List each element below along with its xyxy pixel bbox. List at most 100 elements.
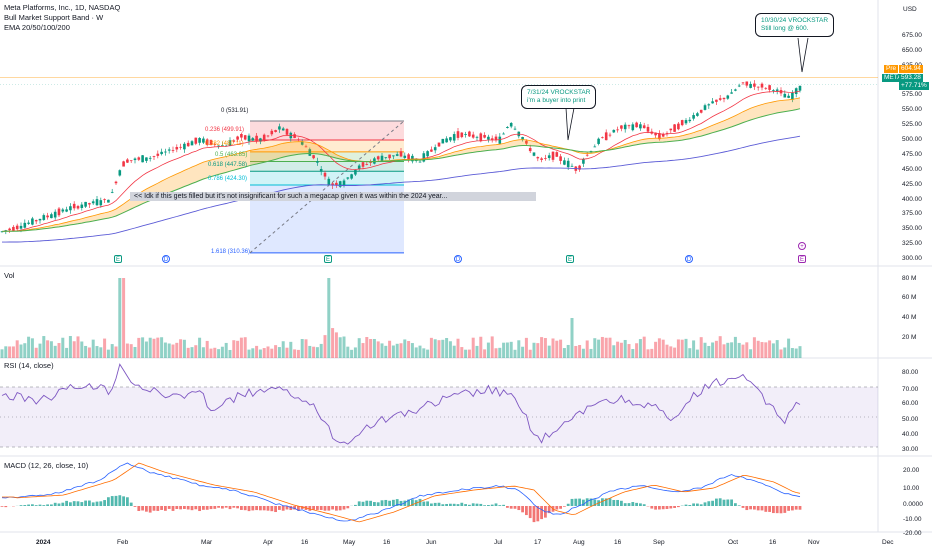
volume-bar bbox=[475, 345, 479, 358]
macd-histogram-bar bbox=[110, 496, 114, 506]
macd-histogram-bar bbox=[224, 506, 228, 508]
macd-histogram-bar bbox=[380, 500, 384, 506]
price-axis-label: 575.00 bbox=[902, 91, 922, 99]
macd-histogram-bar bbox=[707, 501, 711, 506]
rsi-pane-title[interactable]: RSI (14, close) bbox=[4, 361, 54, 370]
macd-histogram-bar bbox=[635, 502, 638, 506]
volume-bar bbox=[707, 345, 711, 358]
macd-histogram-bar bbox=[582, 499, 585, 506]
macd-histogram-bar bbox=[730, 499, 733, 506]
volume-bar bbox=[11, 346, 15, 358]
macd-histogram-bar bbox=[570, 498, 574, 506]
macd-histogram-bar bbox=[316, 506, 319, 510]
macd-pane-title[interactable]: MACD (12, 26, close, 10) bbox=[4, 461, 89, 470]
volume-bar bbox=[137, 337, 141, 358]
candle-body bbox=[183, 143, 186, 150]
candle-body bbox=[319, 169, 323, 172]
macd-histogram-bar bbox=[426, 501, 429, 506]
candle-body bbox=[753, 83, 756, 87]
candle-body bbox=[338, 181, 342, 187]
volume-bar bbox=[327, 278, 331, 358]
volume-bar bbox=[479, 336, 483, 358]
macd-histogram-bar bbox=[555, 506, 559, 510]
candle-body bbox=[213, 144, 217, 145]
candle-body bbox=[741, 82, 745, 84]
candle-body bbox=[528, 148, 532, 152]
fib-trendline bbox=[249, 120, 405, 254]
macd-histogram-bar bbox=[4, 506, 8, 508]
macd-histogram-bar bbox=[399, 500, 403, 506]
candle-body bbox=[452, 134, 456, 141]
volume-bar bbox=[429, 337, 433, 358]
volume-bar bbox=[616, 341, 620, 358]
macd-histogram-bar bbox=[319, 506, 323, 510]
note-banner[interactable]: << Idk if this gets filled but it's not … bbox=[130, 192, 536, 201]
dividend-event-icon[interactable]: D bbox=[162, 255, 170, 263]
callout-jul31[interactable]: 7/31/24 VROCKSTAR i'm a buyer into print bbox=[521, 85, 597, 109]
candle-body bbox=[65, 209, 68, 212]
earnings-event-icon[interactable]: E bbox=[566, 255, 574, 263]
volume-bar bbox=[756, 340, 760, 358]
rsi-line bbox=[1, 363, 801, 445]
macd-histogram-bar bbox=[540, 506, 543, 520]
volume-bar bbox=[578, 344, 582, 358]
macd-histogram-bar bbox=[395, 499, 399, 506]
indicator-ema[interactable]: EMA 20/50/100/200 bbox=[4, 23, 70, 32]
volume-bar bbox=[733, 336, 737, 358]
volume-bar bbox=[350, 349, 354, 358]
volume-bar bbox=[175, 342, 179, 358]
candle-body bbox=[566, 160, 570, 168]
macd-histogram-bar bbox=[278, 506, 281, 510]
earnings-event-icon[interactable]: E bbox=[324, 255, 332, 263]
earnings-event-icon[interactable]: E bbox=[114, 255, 122, 263]
candle-body bbox=[122, 161, 125, 167]
price-axis-label: 500.00 bbox=[902, 136, 922, 143]
volume-bar bbox=[597, 339, 601, 358]
volume-bar bbox=[570, 318, 574, 358]
candle-body bbox=[312, 155, 315, 159]
volume-pane-title[interactable]: Vol bbox=[4, 271, 15, 280]
candle-body bbox=[791, 92, 794, 100]
rsi-axis-label: 70.00 bbox=[902, 386, 919, 393]
macd-histogram-bar bbox=[673, 506, 676, 508]
candle-body bbox=[171, 150, 175, 151]
volume-bar bbox=[600, 336, 604, 358]
callout-oct30[interactable]: 10/30/24 VROCKSTAR Still long @ 600. bbox=[755, 13, 835, 37]
time-axis-label: 16 bbox=[301, 539, 309, 546]
fib-label-05: 0.5 (463.85) bbox=[215, 152, 248, 158]
macd-histogram-bar bbox=[346, 506, 350, 509]
macd-axis-label: -20.00 bbox=[903, 530, 922, 537]
macd-histogram-bar bbox=[198, 506, 201, 512]
macd-histogram-bar bbox=[585, 498, 589, 506]
dividend-event-icon[interactable]: D bbox=[685, 255, 693, 263]
macd-histogram-bar bbox=[517, 506, 521, 511]
volume-bar bbox=[19, 344, 23, 358]
volume-bar bbox=[57, 343, 61, 358]
candle-body bbox=[50, 214, 53, 219]
indicator-bull-band[interactable]: Bull Market Support Band · W bbox=[4, 13, 104, 22]
add-event-icon[interactable]: + bbox=[798, 242, 806, 250]
candle-body bbox=[118, 170, 122, 176]
candle-body bbox=[160, 151, 163, 155]
volume-bar bbox=[760, 342, 764, 358]
candle-body bbox=[441, 138, 445, 144]
macd-signal-line bbox=[2, 462, 801, 523]
macd-histogram-bar bbox=[262, 506, 266, 511]
currency-label[interactable]: USD bbox=[903, 6, 917, 13]
volume-bar bbox=[65, 347, 69, 358]
upcoming-earnings-icon[interactable]: E bbox=[798, 255, 806, 263]
candle-body bbox=[38, 218, 42, 221]
volume-bar bbox=[201, 347, 205, 358]
time-axis-label: 16 bbox=[614, 539, 622, 546]
volume-bar bbox=[669, 346, 673, 358]
volume-bar bbox=[771, 343, 775, 358]
dividend-event-icon[interactable]: D bbox=[454, 255, 462, 263]
volume-bar bbox=[118, 278, 122, 358]
macd-histogram-bar bbox=[498, 505, 502, 506]
macd-histogram-bar bbox=[190, 506, 194, 511]
candle-body bbox=[547, 155, 551, 159]
macd-histogram-bar bbox=[274, 506, 277, 513]
macd-histogram-bar bbox=[547, 506, 551, 514]
candle-body bbox=[152, 156, 156, 157]
